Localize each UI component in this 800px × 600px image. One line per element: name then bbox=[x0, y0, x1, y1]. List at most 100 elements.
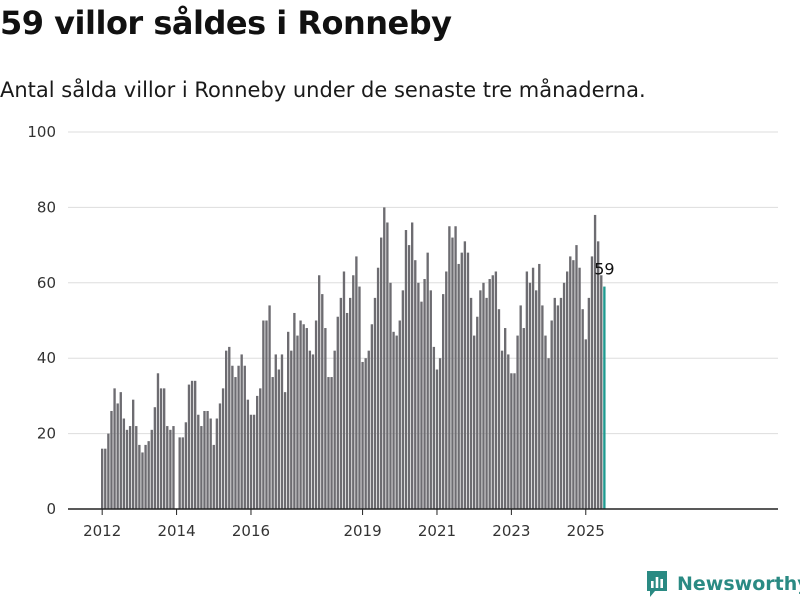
bar bbox=[333, 350, 336, 509]
bar bbox=[110, 410, 113, 509]
bar bbox=[386, 222, 389, 510]
bar bbox=[401, 290, 405, 509]
bar bbox=[364, 358, 367, 509]
bar bbox=[479, 290, 482, 509]
data-label-latest: 59 bbox=[594, 260, 614, 279]
brand-name: Newsworthy bbox=[677, 573, 800, 595]
data-labels: 59 bbox=[594, 260, 614, 279]
bar bbox=[132, 399, 135, 509]
bar bbox=[342, 271, 346, 509]
bar bbox=[190, 380, 194, 509]
bar bbox=[550, 320, 553, 509]
bar bbox=[231, 365, 234, 509]
bar bbox=[469, 297, 473, 509]
bar bbox=[147, 441, 150, 509]
bar bbox=[144, 444, 147, 509]
bar bbox=[432, 346, 436, 509]
bar bbox=[485, 297, 488, 509]
y-tick-label: 40 bbox=[37, 349, 56, 367]
bar bbox=[466, 252, 470, 509]
bar bbox=[500, 350, 504, 509]
bar bbox=[243, 365, 246, 509]
bar bbox=[482, 282, 485, 509]
bar bbox=[187, 384, 191, 509]
bar bbox=[256, 395, 259, 509]
bar bbox=[305, 328, 308, 509]
bar bbox=[569, 256, 572, 509]
bar bbox=[445, 271, 448, 509]
bar bbox=[383, 207, 386, 509]
bar bbox=[221, 388, 225, 509]
bar bbox=[575, 245, 578, 509]
bar bbox=[345, 312, 349, 509]
bar bbox=[178, 437, 181, 509]
bar bbox=[522, 328, 525, 509]
bar bbox=[293, 312, 296, 509]
bar bbox=[311, 354, 315, 509]
bar bbox=[411, 222, 414, 510]
bar bbox=[497, 309, 501, 509]
y-tick-label: 60 bbox=[37, 274, 56, 292]
bar bbox=[138, 444, 141, 509]
bar bbox=[581, 309, 584, 509]
bar bbox=[330, 377, 333, 509]
x-tick-label: 2021 bbox=[418, 522, 456, 540]
x-tick-label: 2023 bbox=[492, 522, 530, 540]
bar bbox=[166, 426, 169, 509]
bar bbox=[209, 418, 212, 509]
bar bbox=[491, 275, 494, 509]
bar bbox=[336, 316, 339, 509]
bar bbox=[457, 263, 460, 509]
bar bbox=[404, 230, 408, 509]
bar bbox=[476, 316, 479, 509]
bar bbox=[116, 403, 119, 509]
bar bbox=[519, 305, 522, 509]
bar bbox=[600, 275, 603, 509]
bar bbox=[271, 377, 274, 509]
bar bbox=[597, 241, 600, 509]
newsworthy-logo-icon bbox=[647, 571, 667, 597]
bar bbox=[528, 282, 532, 509]
bar bbox=[318, 275, 321, 509]
bar bbox=[141, 452, 144, 509]
chart-subtitle: Antal sålda villor i Ronneby under de se… bbox=[0, 78, 646, 102]
bar bbox=[206, 410, 209, 509]
bar bbox=[587, 297, 591, 509]
bar bbox=[277, 369, 281, 509]
bar bbox=[429, 290, 432, 509]
bar bbox=[197, 414, 200, 509]
bar bbox=[237, 365, 240, 509]
y-axis-ticks: 0 20 40 60 80 100 bbox=[27, 123, 56, 518]
bar bbox=[262, 320, 265, 509]
bar bbox=[339, 297, 343, 509]
bar bbox=[200, 426, 203, 509]
bar bbox=[361, 361, 364, 509]
bar bbox=[525, 271, 529, 509]
bar bbox=[373, 297, 377, 509]
bar bbox=[578, 267, 581, 509]
bar bbox=[107, 433, 110, 509]
bar bbox=[308, 350, 312, 509]
bar bbox=[194, 380, 197, 509]
bar bbox=[215, 418, 219, 509]
x-tick-label: 2014 bbox=[157, 522, 195, 540]
bar bbox=[156, 373, 160, 509]
bar bbox=[423, 279, 426, 509]
bar bbox=[135, 426, 138, 509]
bar bbox=[398, 320, 401, 509]
bar bbox=[280, 354, 284, 509]
bar bbox=[562, 282, 566, 509]
bar bbox=[290, 350, 293, 509]
bar bbox=[225, 350, 228, 509]
bar bbox=[119, 392, 122, 509]
bar bbox=[566, 271, 569, 509]
bar bbox=[249, 414, 253, 509]
bar bbox=[454, 226, 457, 509]
bar bbox=[184, 422, 188, 509]
bar bbox=[203, 410, 206, 509]
bar bbox=[463, 241, 467, 509]
bar bbox=[460, 252, 463, 509]
brand-logo[interactable]: Newsworthy bbox=[645, 568, 800, 600]
bar bbox=[538, 263, 541, 509]
bar bbox=[392, 331, 395, 509]
